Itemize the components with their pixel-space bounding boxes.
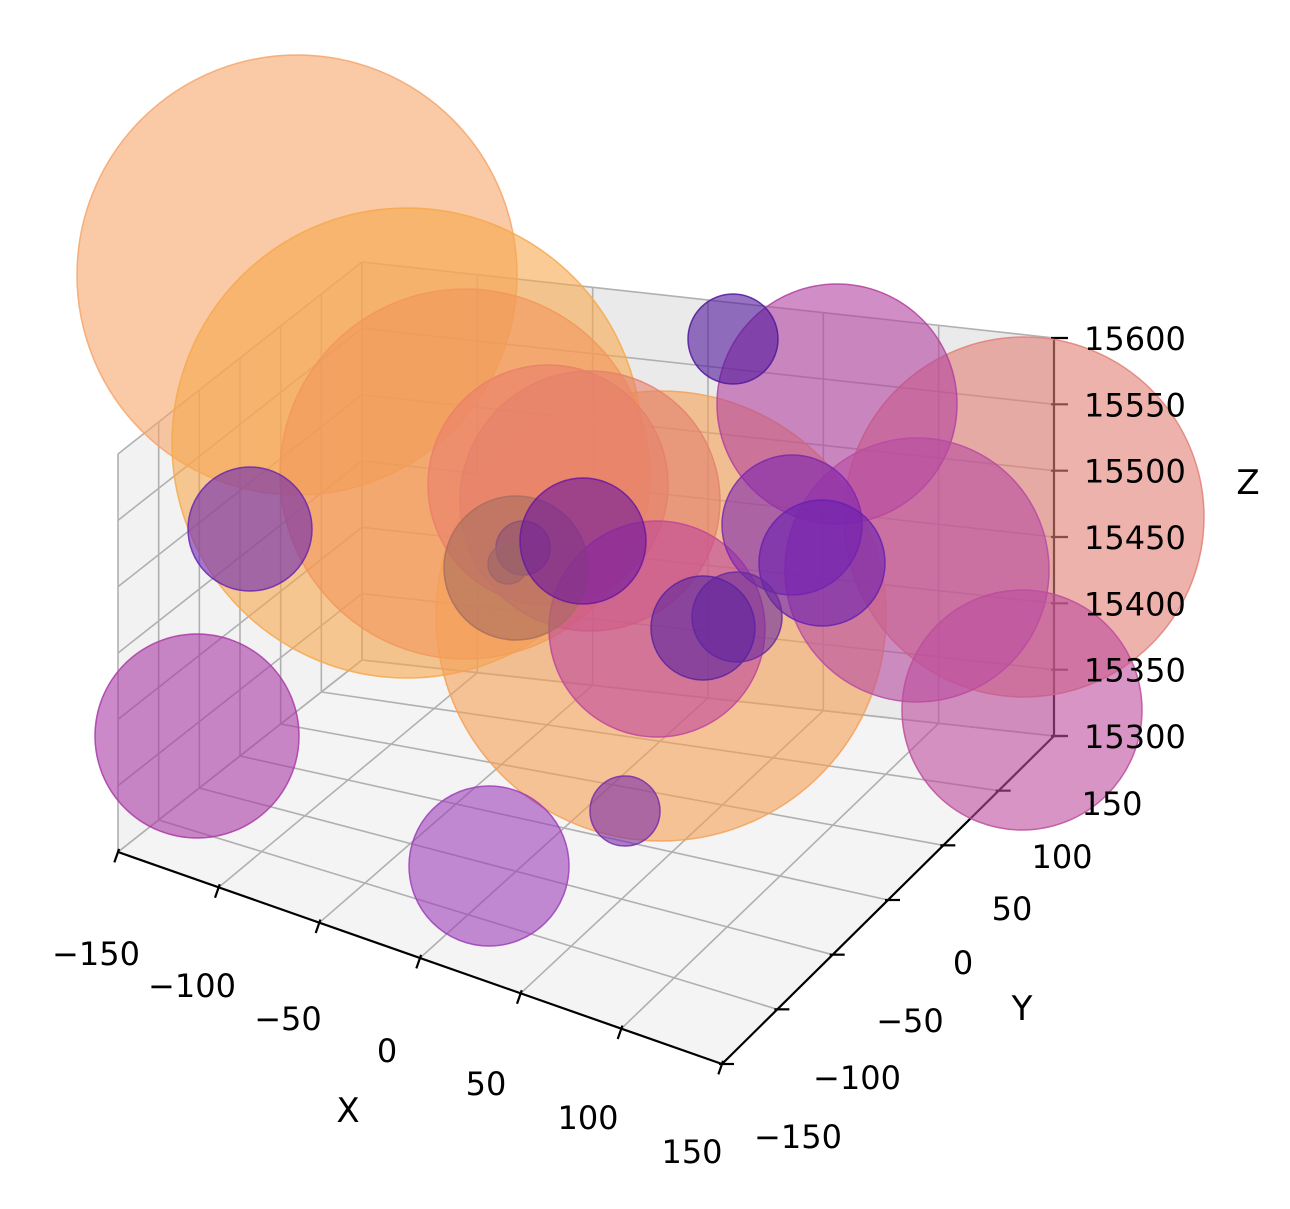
z-tick-label: 15300 — [1084, 718, 1186, 756]
bubble-point — [519, 477, 647, 605]
bubble-point — [758, 499, 886, 627]
bubble-point — [901, 589, 1143, 831]
x-tick — [213, 883, 221, 899]
y-gridline-floor — [239, 755, 889, 901]
x-tick — [415, 954, 423, 969]
x-tick-label: −100 — [148, 967, 236, 1005]
chart-bubbles — [76, 54, 1205, 947]
x-tick-label: 0 — [377, 1032, 397, 1070]
bubble-point — [650, 575, 756, 681]
y-tick-label: −150 — [754, 1118, 842, 1156]
y-tick-label: 100 — [1031, 838, 1092, 876]
x-tick — [113, 848, 121, 863]
y-tick-label: 50 — [992, 890, 1033, 928]
bubble-point — [589, 775, 661, 847]
x-tick-label: −50 — [254, 1000, 322, 1038]
x-axis-label: X — [336, 1091, 359, 1131]
y-tick-label: 150 — [1081, 785, 1142, 823]
x-tick-label: 50 — [466, 1065, 507, 1103]
z-tick-label: 15500 — [1084, 453, 1186, 491]
bubble-point — [187, 466, 313, 592]
y-tick-label: 0 — [953, 944, 973, 982]
x-tick-label: −150 — [52, 935, 140, 973]
x-tick — [515, 989, 523, 1005]
x-tick-label: 100 — [557, 1099, 618, 1137]
z-tick-label: 15600 — [1084, 320, 1186, 358]
y-tick-label: −100 — [813, 1059, 901, 1097]
bubble-point — [94, 633, 300, 839]
chart-axis-labels: X Y Z — [336, 463, 1259, 1131]
z-tick-label: 15400 — [1084, 585, 1186, 623]
x-tick — [314, 919, 322, 934]
x-tick — [616, 1025, 624, 1040]
y-axis-label: Y — [1011, 989, 1033, 1029]
z-tick-label: 15450 — [1084, 519, 1186, 557]
bubble-point — [408, 785, 570, 947]
bubble-point — [687, 293, 779, 385]
z-tick-label: 15550 — [1084, 386, 1186, 424]
y-tick-label: −50 — [876, 1002, 944, 1040]
x-tick-label: 150 — [661, 1133, 722, 1171]
z-axis-label: Z — [1236, 463, 1259, 503]
z-tick-label: 15350 — [1084, 652, 1186, 690]
